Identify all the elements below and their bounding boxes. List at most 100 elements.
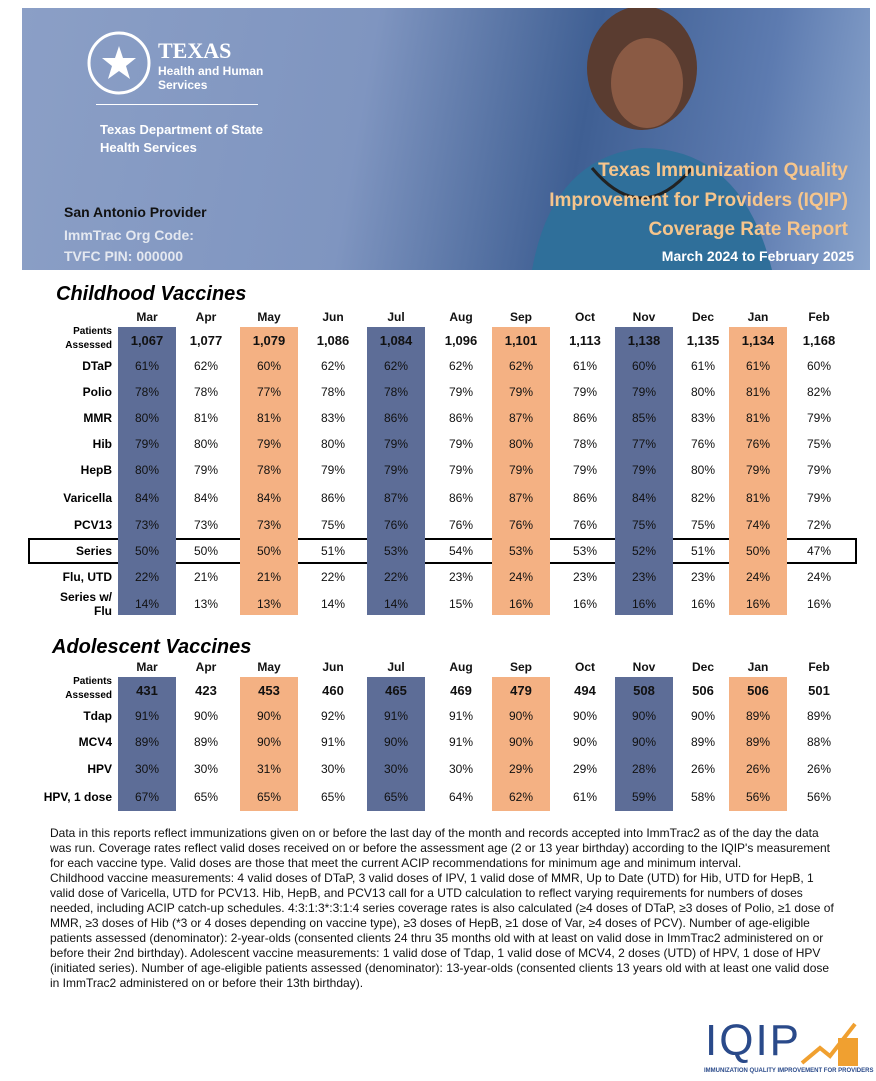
cell-value: 84%	[134, 491, 160, 505]
cell-value: 80%	[193, 437, 219, 451]
cell-value: 62%	[193, 359, 219, 373]
cell-value: 79%	[383, 463, 409, 477]
cell-value: 91%	[134, 709, 160, 723]
cell-value: 60%	[806, 359, 832, 373]
cell-value: 82%	[690, 491, 716, 505]
cell-value: 79%	[572, 385, 598, 399]
cell-value: 90%	[383, 735, 409, 749]
cell-value: 90%	[572, 735, 598, 749]
cell-value: 80%	[320, 437, 346, 451]
cell-value: 90%	[631, 735, 657, 749]
section-title: Adolescent Vaccines	[52, 636, 252, 658]
row-label: Hib	[92, 437, 112, 451]
cell-value: 89%	[134, 735, 160, 749]
logo-name: TEXAS	[158, 38, 232, 63]
note: Data in this reports reflect immunizatio…	[50, 826, 831, 870]
cell-value: 431	[136, 683, 158, 698]
cell-value: 506	[692, 683, 714, 698]
cell-value: 62%	[508, 359, 534, 373]
cell-value: 91%	[320, 735, 346, 749]
note: Childhood vaccine measurements: 4 valid …	[50, 871, 834, 990]
cell-value: 91%	[448, 735, 474, 749]
cell-value: 90%	[690, 709, 716, 723]
cell-value: 91%	[383, 709, 409, 723]
month-header: Nov	[632, 660, 656, 674]
cell-value: 16%	[745, 597, 771, 611]
cell-value: 79%	[745, 463, 771, 477]
cell-value: 80%	[134, 463, 160, 477]
cell-value: 80%	[508, 437, 534, 451]
cell-value: 56%	[806, 790, 832, 804]
month-header: Dec	[691, 660, 714, 674]
month-header: Feb	[808, 310, 830, 324]
month-header: Dec	[691, 310, 714, 324]
divider	[96, 104, 258, 105]
cell-value: 53%	[508, 544, 534, 558]
logo-line: Services	[158, 78, 208, 92]
cell-value: 14%	[383, 597, 409, 611]
cell-value: 1,138	[627, 333, 661, 348]
cell-value: 21%	[193, 570, 219, 584]
cell-value: 29%	[572, 762, 598, 776]
logo-line: Health and Human	[158, 64, 264, 78]
cell-value: 79%	[631, 385, 657, 399]
report-title: Improvement for Providers (IQIP)	[549, 190, 848, 211]
cell-value: 26%	[745, 762, 771, 776]
cell-value: 1,134	[741, 333, 775, 348]
month-header: Apr	[195, 660, 217, 674]
month-header: Mar	[136, 310, 158, 324]
cell-value: 50%	[745, 544, 771, 558]
cell-value: 75%	[320, 518, 346, 532]
cell-value: 91%	[448, 709, 474, 723]
row-label: Patients	[73, 326, 112, 337]
report-title: Coverage Rate Report	[648, 219, 848, 240]
month-header: Apr	[195, 310, 217, 324]
cell-value: 72%	[806, 518, 832, 532]
cell-value: 86%	[320, 491, 346, 505]
cell-value: 79%	[320, 463, 346, 477]
cell-value: 89%	[806, 709, 832, 723]
dept-line: Health Services	[100, 140, 197, 155]
cell-value: 89%	[193, 735, 219, 749]
cell-value: 31%	[256, 762, 282, 776]
cell-value: 506	[747, 683, 769, 698]
row-label: DTaP	[82, 359, 112, 373]
month-header: Oct	[574, 660, 595, 674]
cell-value: 77%	[256, 385, 282, 399]
cell-value: 75%	[690, 518, 716, 532]
header-banner: TEXAS Health and Human Services Texas De…	[22, 8, 870, 270]
cell-value: 22%	[134, 570, 160, 584]
cell-value: 79%	[806, 411, 832, 425]
column-highlight	[367, 677, 425, 811]
month-header: Mar	[136, 660, 158, 674]
cell-value: 61%	[572, 359, 598, 373]
month-header: Nov	[632, 310, 656, 324]
cell-value: 73%	[193, 518, 219, 532]
cell-value: 76%	[383, 518, 409, 532]
cell-value: 76%	[448, 518, 474, 532]
cell-value: 14%	[320, 597, 346, 611]
cell-value: 89%	[745, 735, 771, 749]
cell-value: 78%	[320, 385, 346, 399]
month-header: Jan	[747, 310, 769, 324]
cell-value: 90%	[508, 735, 534, 749]
cell-value: 90%	[572, 709, 598, 723]
row-label: Tdap	[83, 709, 112, 723]
month-header: Aug	[449, 310, 473, 324]
cell-value: 82%	[806, 385, 832, 399]
row-label: Polio	[82, 385, 112, 399]
column-highlight	[729, 327, 787, 615]
cell-value: 79%	[806, 463, 832, 477]
cell-value: 79%	[448, 437, 474, 451]
cell-value: 62%	[508, 790, 534, 804]
section-title: Childhood Vaccines	[56, 283, 247, 305]
cell-value: 1,168	[802, 333, 836, 348]
cell-value: 65%	[320, 790, 346, 804]
cell-value: 23%	[690, 570, 716, 584]
cell-value: 479	[510, 683, 532, 698]
cell-value: 76%	[690, 437, 716, 451]
cell-value: 84%	[193, 491, 219, 505]
cell-value: 16%	[572, 597, 598, 611]
column-highlight	[240, 677, 298, 811]
cell-value: 469	[450, 683, 472, 698]
